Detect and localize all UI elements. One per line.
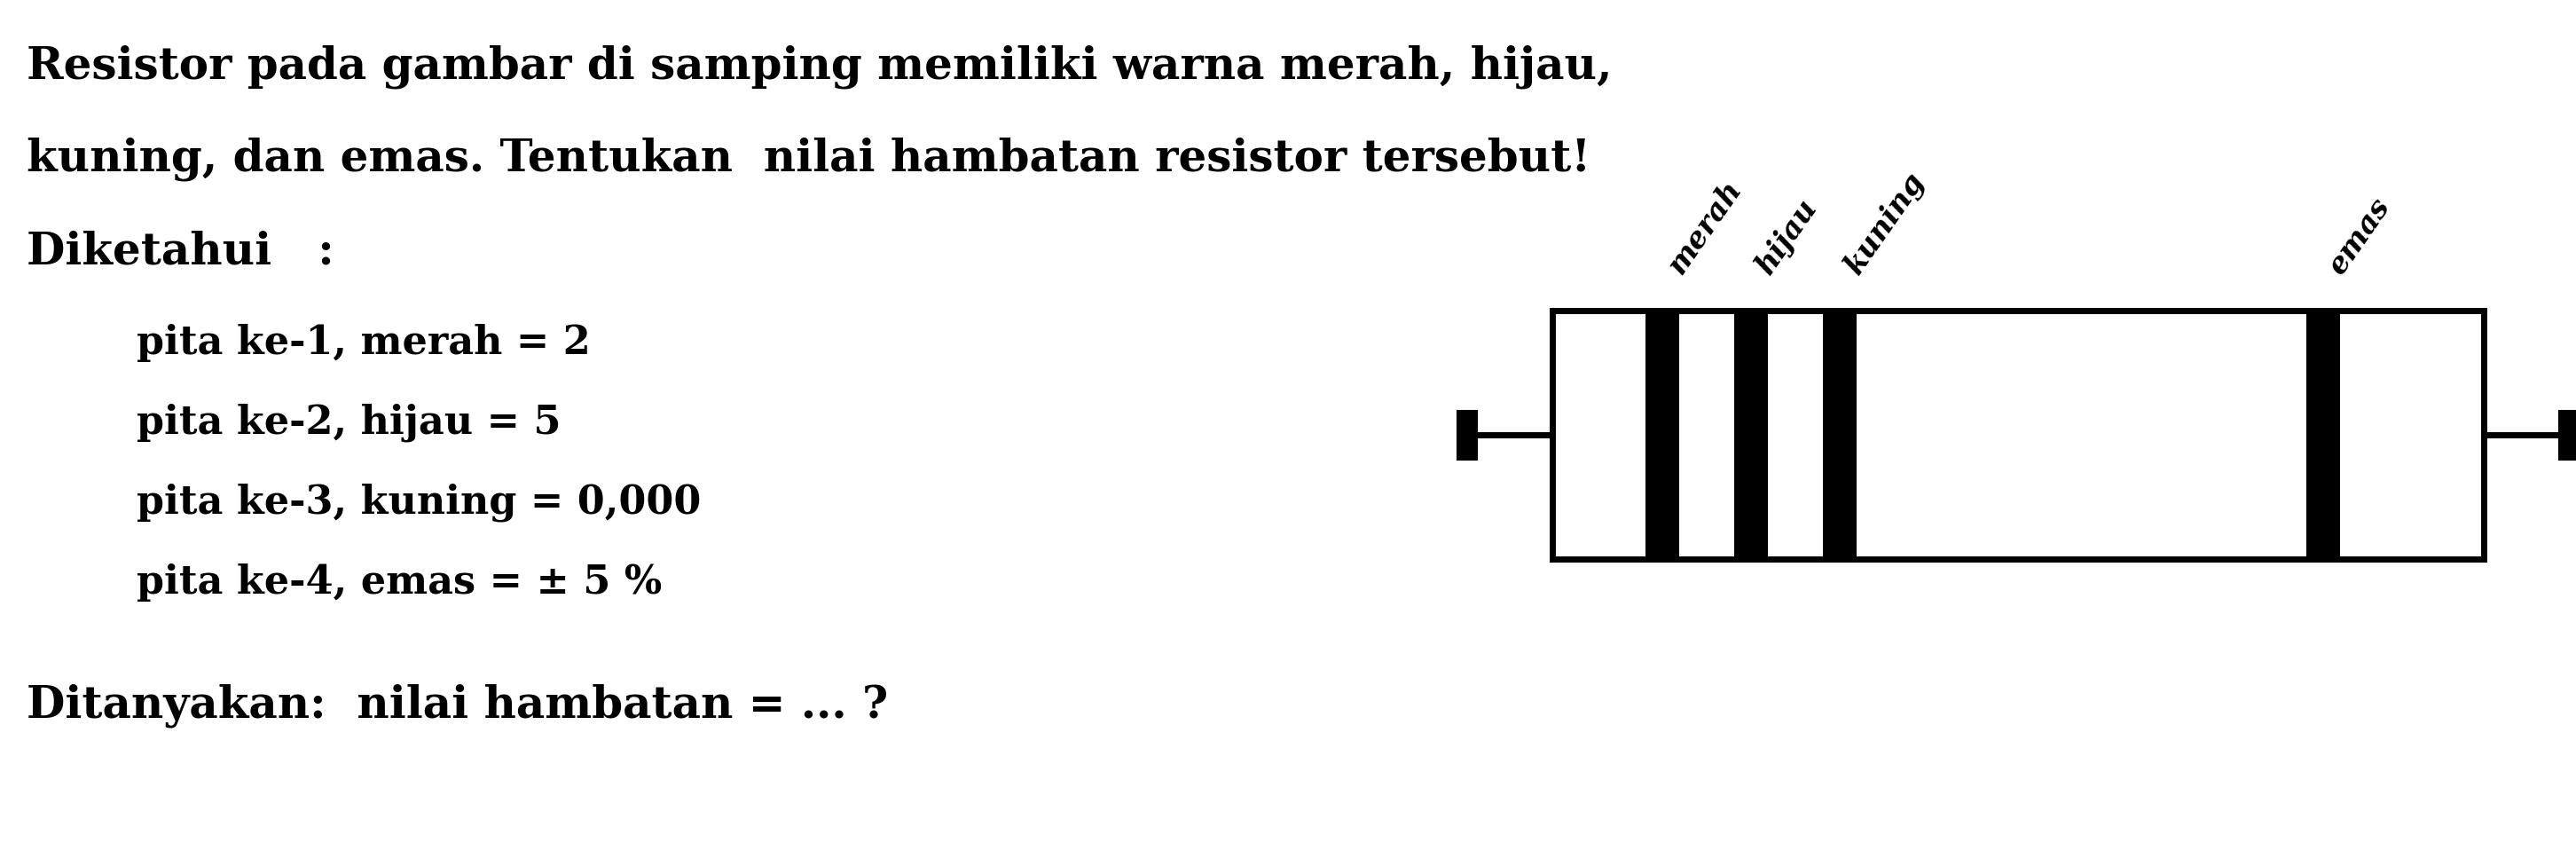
Text: emas: emas [2324, 192, 2396, 280]
Bar [1734, 310, 1767, 559]
Bar [1458, 411, 1476, 459]
Text: Diketahui   :: Diketahui : [26, 231, 335, 274]
Bar [1646, 310, 1680, 559]
Bar [2558, 411, 2576, 459]
Text: pita ke-4, emas = ± 5 %: pita ke-4, emas = ± 5 % [26, 563, 662, 602]
Bar [1824, 310, 1857, 559]
Bar [1553, 310, 2483, 559]
Text: Resistor pada gambar di samping memiliki warna merah, hijau,: Resistor pada gambar di samping memiliki… [26, 45, 1613, 89]
Text: kuning, dan emas. Tentukan  nilai hambatan resistor tersebut!: kuning, dan emas. Tentukan nilai hambata… [26, 137, 1592, 181]
Text: pita ke-3, kuning = 0,000: pita ke-3, kuning = 0,000 [26, 484, 701, 522]
Text: pita ke-2, hijau = 5: pita ke-2, hijau = 5 [26, 404, 562, 443]
Bar [2306, 310, 2339, 559]
Text: Ditanyakan:  nilai hambatan = ... ?: Ditanyakan: nilai hambatan = ... ? [26, 684, 889, 728]
Text: merah: merah [1662, 175, 1747, 280]
Text: kuning: kuning [1839, 167, 1932, 280]
Text: hijau: hijau [1752, 194, 1824, 280]
Text: pita ke-1, merah = 2: pita ke-1, merah = 2 [26, 324, 590, 362]
